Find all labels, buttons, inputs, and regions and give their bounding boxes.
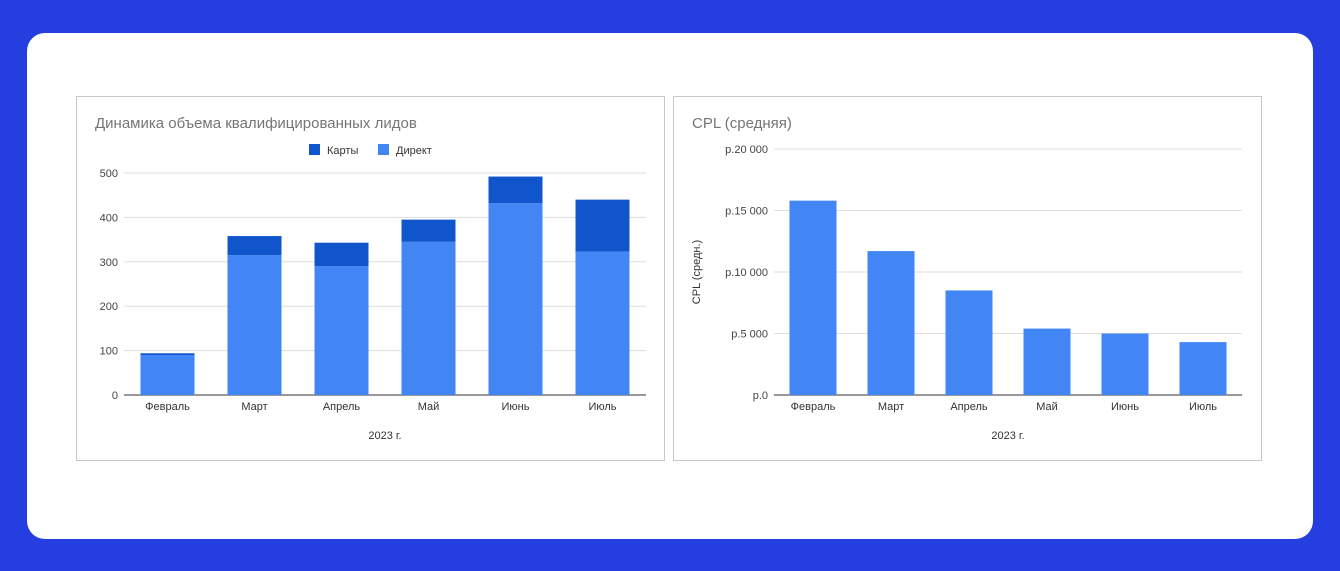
cpl-y-tick-label: р.0 <box>753 390 768 402</box>
legend-swatch-карты <box>309 144 320 155</box>
cpl-chart-title: CPL (средняя) <box>692 115 792 132</box>
leads-y-tick-label: 0 <box>112 390 118 402</box>
leads-y-tick-label: 500 <box>100 168 118 180</box>
leads-bar-директ <box>575 251 630 395</box>
leads-x-tick-label: Май <box>418 401 440 413</box>
leads-bar-карты <box>401 219 456 242</box>
leads-bar-карты <box>227 236 282 256</box>
cpl-x-axis-title: 2023 г. <box>991 430 1024 442</box>
leads-chart-title: Динамика объема квалифицированных лидов <box>95 115 417 132</box>
cpl-y-tick-label: р.5 000 <box>731 329 768 341</box>
leads-x-tick-label: Апрель <box>323 401 361 413</box>
cpl-x-tick-label: Июль <box>1189 401 1217 413</box>
cpl-y-tick-label: р.10 000 <box>725 267 768 279</box>
leads-x-tick-label: Март <box>241 401 267 413</box>
legend-label-карты: Карты <box>327 145 358 157</box>
cpl-x-tick-label: Февраль <box>791 401 836 413</box>
cpl-bar-value <box>1101 333 1149 395</box>
leads-chart: 0 100 200 300 400 500 Февраль Март Апрель Май Июнь… <box>100 144 646 442</box>
cpl-bar-value <box>867 251 915 395</box>
leads-bar-директ <box>488 203 543 395</box>
cpl-bar-value <box>945 290 993 395</box>
cpl-chart-panel: CPL (средняя) р.0 р.5 000 р.10 000 р.15 000… <box>673 96 1262 461</box>
legend-label-директ: Директ <box>396 145 432 157</box>
leads-bar-карты <box>488 176 543 204</box>
leads-y-tick-label: 400 <box>100 212 118 224</box>
cpl-y-axis-title: CPL (средн.) <box>691 240 703 304</box>
leads-y-tick-label: 300 <box>100 257 118 269</box>
cpl-bar-value <box>1023 328 1071 395</box>
cpl-x-tick-label: Май <box>1036 401 1058 413</box>
cpl-x-tick-label: Март <box>878 401 904 413</box>
leads-x-tick-label: Июнь <box>502 401 530 413</box>
cpl-x-tick-label: Июнь <box>1111 401 1139 413</box>
leads-bar-директ <box>227 255 282 395</box>
leads-x-tick-label: Июль <box>588 401 616 413</box>
leads-y-tick-label: 100 <box>100 346 118 358</box>
leads-bar-директ <box>140 355 195 395</box>
leads-bar-карты <box>575 199 630 252</box>
cpl-x-tick-label: Апрель <box>950 401 988 413</box>
cpl-bar-value <box>1179 342 1227 395</box>
leads-y-tick-label: 200 <box>100 301 118 313</box>
cpl-bar-value <box>789 200 837 395</box>
leads-x-tick-label: Февраль <box>145 401 190 413</box>
cpl-chart: р.0 р.5 000 р.10 000 р.15 000 р.20 000 Феврал… <box>691 144 1242 442</box>
cpl-y-tick-label: р.20 000 <box>725 144 768 156</box>
leads-chart-panel: Динамика объема квалифицированных лидов … <box>76 96 665 461</box>
leads-bar-карты <box>314 242 369 267</box>
cpl-y-tick-label: р.15 000 <box>725 206 768 218</box>
leads-x-axis-title: 2023 г. <box>368 430 401 442</box>
leads-bar-директ <box>401 241 456 395</box>
leads-bar-директ <box>314 266 369 395</box>
legend-swatch-директ <box>378 144 389 155</box>
leads-bar-карты <box>140 353 195 356</box>
